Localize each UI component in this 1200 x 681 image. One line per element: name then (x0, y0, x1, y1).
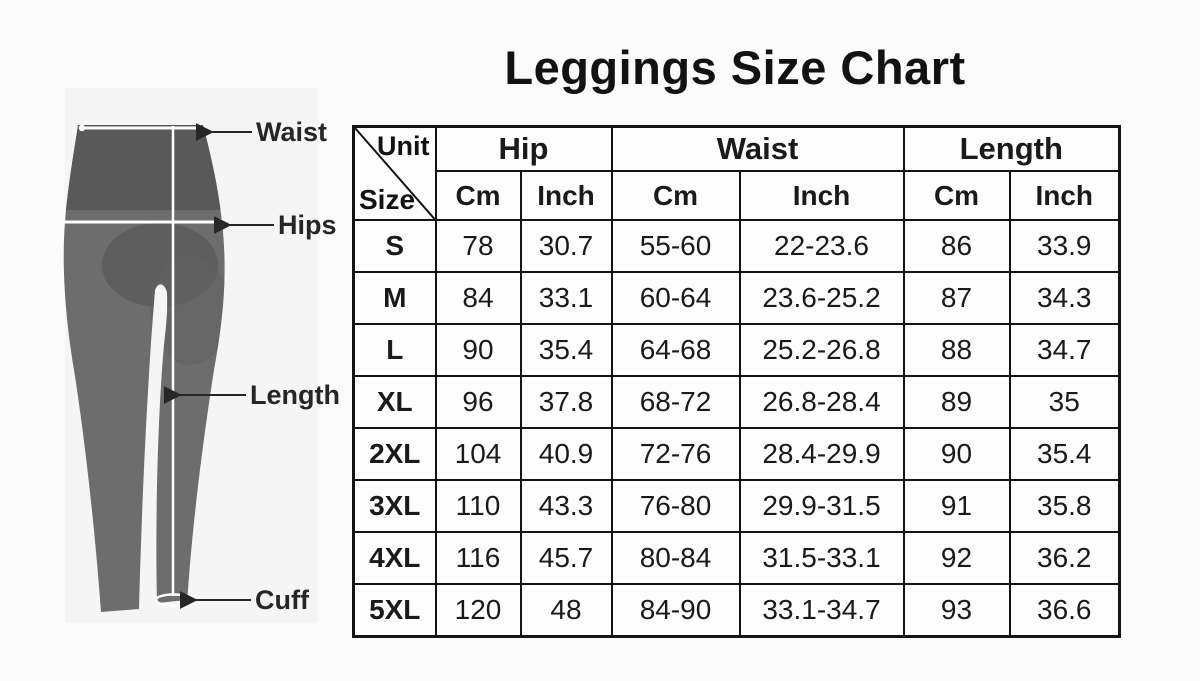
size-cell: L (352, 323, 437, 377)
waist-label: Waist (256, 117, 327, 147)
measurement-cell: 110 (434, 479, 522, 533)
measurement-cell: 96 (434, 375, 522, 429)
measurement-cell: 25.2-26.8 (738, 323, 905, 377)
size-cell: S (352, 219, 437, 273)
measurement-cell: 88 (902, 323, 1011, 377)
size-row-3xl: 3XL 110 43.3 76-80 29.9-31.5 91 35.8 (352, 479, 1121, 533)
measurement-cell: 89 (902, 375, 1011, 429)
hips-label: Hips (278, 210, 337, 240)
measurement-cell: 36.6 (1008, 583, 1121, 638)
measurement-cell: 35.4 (519, 323, 613, 377)
measurement-cell: 35.4 (1008, 427, 1121, 481)
cuff-label: Cuff (255, 585, 310, 615)
size-row-s: S 78 30.7 55-60 22-23.6 86 33.9 (352, 219, 1121, 273)
measurement-cell: 28.4-29.9 (738, 427, 905, 481)
leggings-diagram-svg: Waist Hips Length Cuff (63, 88, 340, 623)
measurement-cell: 37.8 (519, 375, 613, 429)
measurement-cell: 120 (434, 583, 522, 638)
size-cell: XL (352, 375, 437, 429)
measurement-cell: 35 (1008, 375, 1121, 429)
measurement-cell: 93 (902, 583, 1011, 638)
length-group-header: Length (902, 125, 1121, 172)
size-row-5xl: 5XL 120 48 84-90 33.1-34.7 93 36.6 (352, 583, 1121, 638)
measurement-cell: 78 (434, 219, 522, 273)
hip-inch-header: Inch (519, 170, 613, 221)
measurement-cell: 76-80 (610, 479, 741, 533)
size-row-4xl: 4XL 116 45.7 80-84 31.5-33.1 92 36.2 (352, 531, 1121, 585)
length-inch-header: Inch (1008, 170, 1121, 221)
measurement-cell: 87 (902, 271, 1011, 325)
measurement-cell: 22-23.6 (738, 219, 905, 273)
measurement-cell: 55-60 (610, 219, 741, 273)
measurement-cell: 45.7 (519, 531, 613, 585)
measurement-cell: 60-64 (610, 271, 741, 325)
page-title: Leggings Size Chart (504, 41, 966, 94)
measurement-cell: 29.9-31.5 (738, 479, 905, 533)
measurement-cell: 43.3 (519, 479, 613, 533)
measurement-cell: 116 (434, 531, 522, 585)
measurement-cell: 33.9 (1008, 219, 1121, 273)
size-cell: M (352, 271, 437, 325)
size-row-2xl: 2XL 104 40.9 72-76 28.4-29.9 90 35.4 (352, 427, 1121, 481)
size-cell: 3XL (352, 479, 437, 533)
leggings-illustration: Waist Hips Length Cuff (40, 60, 340, 660)
diagonal-divider (355, 128, 435, 219)
measurement-cell: 68-72 (610, 375, 741, 429)
hip-group-header: Hip (434, 125, 613, 172)
leggings-figure (63, 125, 225, 612)
corner-unit-size-cell: Unit Size (352, 125, 437, 221)
measurement-cell: 86 (902, 219, 1011, 273)
waist-cm-header: Cm (610, 170, 741, 221)
measurement-cell: 64-68 (610, 323, 741, 377)
length-cm-header: Cm (902, 170, 1011, 221)
size-cell: 5XL (352, 583, 437, 638)
measurement-cell: 90 (434, 323, 522, 377)
waist-group-header: Waist (610, 125, 905, 172)
waist-inch-header: Inch (738, 170, 905, 221)
measurement-cell: 72-76 (610, 427, 741, 481)
measurement-cell: 34.7 (1008, 323, 1121, 377)
measurement-cell: 48 (519, 583, 613, 638)
size-chart-table: Unit Size Hip Waist Length Cm Inch Cm In… (352, 125, 1121, 638)
hip-cm-header: Cm (434, 170, 522, 221)
measurement-cell: 80-84 (610, 531, 741, 585)
size-row-xl: XL 96 37.8 68-72 26.8-28.4 89 35 (352, 375, 1121, 429)
measurement-cell: 33.1-34.7 (738, 583, 905, 638)
measurement-cell: 84-90 (610, 583, 741, 638)
size-cell: 2XL (352, 427, 437, 481)
measurement-cell: 84 (434, 271, 522, 325)
length-label: Length (250, 380, 340, 410)
size-row-m: M 84 33.1 60-64 23.6-25.2 87 34.3 (352, 271, 1121, 325)
measurement-cell: 35.8 (1008, 479, 1121, 533)
measurement-cell: 23.6-25.2 (738, 271, 905, 325)
measurement-cell: 26.8-28.4 (738, 375, 905, 429)
measurement-cell: 92 (902, 531, 1011, 585)
measurement-cell: 30.7 (519, 219, 613, 273)
measurement-cell: 34.3 (1008, 271, 1121, 325)
corner-unit-label: Unit (377, 131, 430, 161)
measurement-cell: 31.5-33.1 (738, 531, 905, 585)
size-row-l: L 90 35.4 64-68 25.2-26.8 88 34.7 (352, 323, 1121, 377)
callouts: Waist Hips Length Cuff (163, 117, 340, 615)
measurement-cell: 104 (434, 427, 522, 481)
measurement-cell: 40.9 (519, 427, 613, 481)
measurement-cell: 90 (902, 427, 1011, 481)
corner-size-label: Size (359, 184, 416, 215)
measurement-cell: 33.1 (519, 271, 613, 325)
measurement-cell: 91 (902, 479, 1011, 533)
measurement-cell: 36.2 (1008, 531, 1121, 585)
size-cell: 4XL (352, 531, 437, 585)
